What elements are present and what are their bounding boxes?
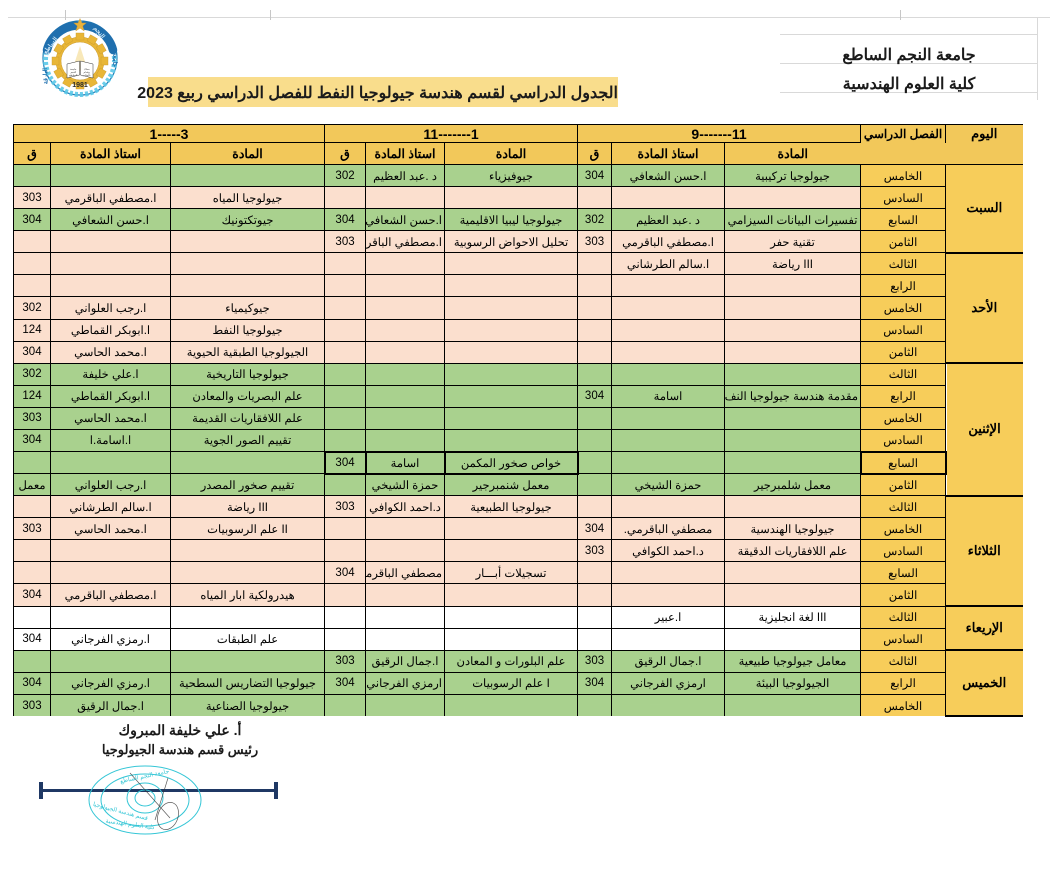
svg-text:الساطع: الساطع <box>69 73 77 77</box>
svg-text:كلية العلوم الهندسية: كلية العلوم الهندسية <box>105 818 155 832</box>
svg-text:قسم هندسة الجيولوجيا: قسم هندسة الجيولوجيا <box>92 801 148 822</box>
svg-text:جامعة: جامعة <box>111 52 119 67</box>
svg-text:بالمثابر: بالمثابر <box>82 73 91 77</box>
svg-text:البارقة: البارقة <box>42 68 50 85</box>
